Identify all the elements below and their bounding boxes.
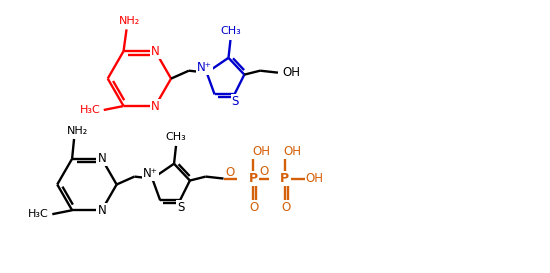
Text: H₃C: H₃C — [28, 209, 49, 219]
Text: NH₂: NH₂ — [67, 126, 87, 136]
Text: P: P — [280, 172, 289, 185]
Text: OH: OH — [283, 66, 301, 79]
Text: OH: OH — [306, 172, 323, 185]
Text: CH₃: CH₃ — [220, 26, 241, 36]
Text: S: S — [232, 95, 239, 108]
Text: CH₃: CH₃ — [166, 132, 186, 142]
Text: O: O — [260, 165, 269, 178]
Text: O: O — [226, 166, 235, 179]
Text: N⁺: N⁺ — [197, 61, 212, 74]
Text: O: O — [250, 201, 259, 214]
Text: N⁺: N⁺ — [143, 167, 158, 180]
Text: H₃C: H₃C — [80, 105, 100, 115]
Text: OH: OH — [284, 145, 302, 158]
Text: OH: OH — [252, 145, 270, 158]
Text: N: N — [97, 152, 106, 165]
Text: P: P — [249, 172, 258, 185]
Text: N: N — [151, 100, 160, 112]
Text: O: O — [281, 201, 290, 214]
Text: N: N — [151, 45, 160, 58]
Text: N: N — [97, 204, 106, 217]
Text: S: S — [177, 201, 185, 214]
Text: NH₂: NH₂ — [119, 16, 140, 26]
